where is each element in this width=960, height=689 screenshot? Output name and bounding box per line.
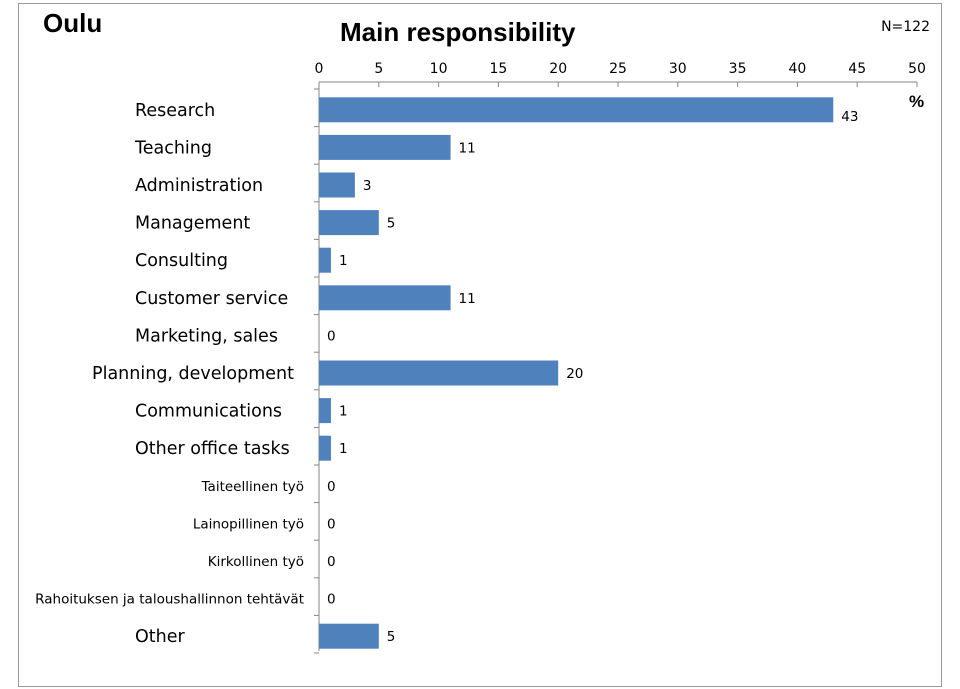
bar bbox=[319, 435, 331, 461]
value-label: 5 bbox=[387, 629, 396, 645]
category-label: Management bbox=[135, 214, 250, 234]
bar bbox=[319, 247, 331, 273]
x-tick-label: 15 bbox=[489, 61, 507, 77]
bar bbox=[319, 285, 451, 311]
x-tick-label: 0 bbox=[315, 61, 324, 77]
category-label: Lainopillinen työ bbox=[193, 516, 304, 532]
bar bbox=[319, 97, 834, 123]
chart-title: Main responsibility bbox=[340, 17, 576, 47]
x-tick-label: 5 bbox=[374, 61, 383, 77]
value-label: 1 bbox=[339, 404, 348, 420]
bar bbox=[319, 360, 559, 386]
x-tick-label: 35 bbox=[729, 61, 747, 77]
category-label: Teaching bbox=[134, 138, 212, 158]
bar bbox=[319, 623, 379, 649]
category-label: Kirkollinen työ bbox=[208, 554, 304, 570]
category-label: Communications bbox=[135, 402, 282, 422]
category-label: Other bbox=[135, 627, 185, 647]
value-label: 1 bbox=[339, 441, 348, 457]
value-label: 0 bbox=[327, 479, 336, 495]
category-label: Marketing, sales bbox=[135, 326, 278, 346]
value-label: 0 bbox=[327, 516, 336, 532]
bar bbox=[319, 172, 355, 198]
x-tick-label: 30 bbox=[669, 61, 687, 77]
x-tick-label: 40 bbox=[788, 61, 806, 77]
value-label: 0 bbox=[327, 592, 336, 608]
x-tick-label: 50 bbox=[908, 61, 926, 77]
value-label: 0 bbox=[327, 554, 336, 570]
x-tick-label: 25 bbox=[609, 61, 627, 77]
x-tick-label: 20 bbox=[549, 61, 567, 77]
bar bbox=[319, 398, 331, 424]
category-label: Customer service bbox=[135, 289, 288, 309]
value-label: 0 bbox=[327, 328, 336, 344]
sample-size-label: N=122 bbox=[881, 19, 930, 35]
category-label: Rahoituksen ja taloushallinnon tehtävät bbox=[35, 592, 304, 608]
bar bbox=[319, 210, 379, 236]
bar bbox=[319, 134, 451, 160]
category-label: Planning, development bbox=[92, 364, 294, 384]
value-label: 11 bbox=[459, 140, 476, 156]
value-label: 5 bbox=[387, 216, 396, 232]
value-label: 20 bbox=[566, 366, 583, 382]
unit-label: % bbox=[909, 92, 925, 111]
value-label: 43 bbox=[841, 109, 858, 125]
category-label: Research bbox=[135, 101, 215, 121]
x-tick-label: 45 bbox=[848, 61, 866, 77]
category-label: Other office tasks bbox=[135, 439, 290, 459]
category-label: Consulting bbox=[135, 251, 228, 271]
value-label: 3 bbox=[363, 178, 372, 194]
category-label: Administration bbox=[135, 176, 263, 196]
x-tick-label: 10 bbox=[430, 61, 448, 77]
category-label: Taiteellinen työ bbox=[201, 479, 304, 495]
value-label: 11 bbox=[459, 291, 476, 307]
region-label: Oulu bbox=[43, 8, 103, 38]
value-label: 1 bbox=[339, 253, 348, 269]
